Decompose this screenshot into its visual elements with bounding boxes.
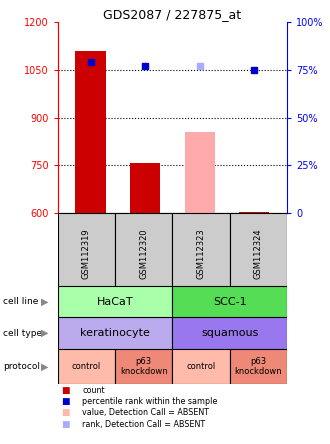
Text: cell type: cell type xyxy=(3,329,43,337)
Bar xyxy=(239,211,269,213)
Text: ▶: ▶ xyxy=(41,328,48,338)
Bar xyxy=(230,349,287,384)
Bar xyxy=(115,213,173,286)
Text: cell line: cell line xyxy=(3,297,39,306)
Text: p63
knockdown: p63 knockdown xyxy=(120,357,168,376)
Bar xyxy=(173,317,287,349)
Text: GSM112320: GSM112320 xyxy=(139,228,148,279)
Text: keratinocyte: keratinocyte xyxy=(80,328,150,338)
Bar xyxy=(230,213,287,286)
Text: ▶: ▶ xyxy=(41,297,48,307)
Bar xyxy=(76,51,106,213)
Bar xyxy=(58,213,115,286)
Text: count: count xyxy=(82,386,105,395)
Text: GSM112323: GSM112323 xyxy=(197,228,206,279)
Text: protocol: protocol xyxy=(3,362,40,371)
Text: value, Detection Call = ABSENT: value, Detection Call = ABSENT xyxy=(82,408,210,417)
Text: ■: ■ xyxy=(61,408,70,417)
Bar xyxy=(173,349,230,384)
Title: GDS2087 / 227875_at: GDS2087 / 227875_at xyxy=(103,8,242,21)
Text: percentile rank within the sample: percentile rank within the sample xyxy=(82,397,218,406)
Text: squamous: squamous xyxy=(201,328,258,338)
Bar xyxy=(130,163,160,213)
Text: ■: ■ xyxy=(61,397,70,406)
Text: ▶: ▶ xyxy=(41,361,48,371)
Text: p63
knockdown: p63 knockdown xyxy=(235,357,282,376)
Text: ■: ■ xyxy=(61,386,70,395)
Bar xyxy=(173,286,287,317)
Bar xyxy=(185,132,215,213)
Text: control: control xyxy=(186,362,216,371)
Text: control: control xyxy=(72,362,101,371)
Bar xyxy=(173,213,230,286)
Text: HaCaT: HaCaT xyxy=(97,297,133,307)
Bar xyxy=(58,317,173,349)
Bar xyxy=(58,349,115,384)
Bar xyxy=(58,286,173,317)
Text: GSM112319: GSM112319 xyxy=(82,228,91,279)
Text: SCC-1: SCC-1 xyxy=(213,297,247,307)
Text: ■: ■ xyxy=(61,420,70,428)
Text: rank, Detection Call = ABSENT: rank, Detection Call = ABSENT xyxy=(82,420,206,428)
Text: GSM112324: GSM112324 xyxy=(254,228,263,279)
Bar xyxy=(115,349,173,384)
